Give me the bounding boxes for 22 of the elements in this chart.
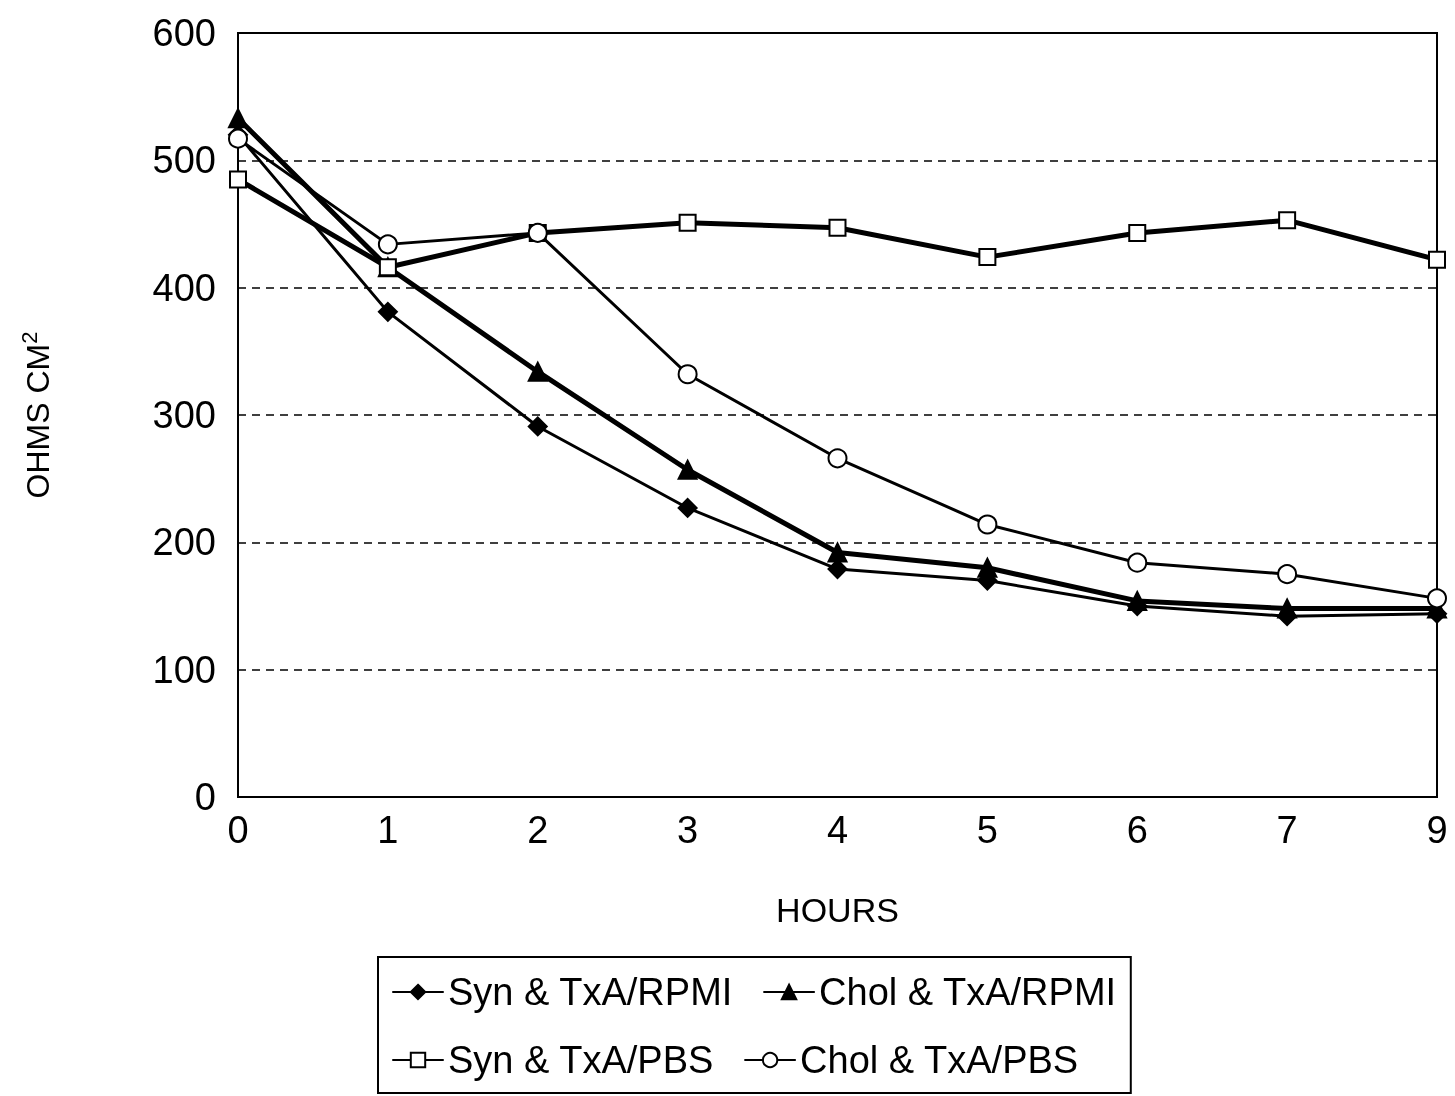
x-axis-title: HOURS xyxy=(776,891,899,929)
y-tick-label: 200 xyxy=(152,521,216,564)
y-tick-label: 100 xyxy=(152,648,216,691)
x-tick-label: 4 xyxy=(826,809,849,851)
y-tick-label: 500 xyxy=(152,139,216,182)
x-tick-label: 2 xyxy=(527,809,549,851)
y-tick-label: 300 xyxy=(152,394,216,436)
x-tick-label: 1 xyxy=(377,809,399,851)
x-tick-label: 3 xyxy=(677,809,699,851)
x-tick-label: 5 xyxy=(976,809,998,851)
x-tick-label: 0 xyxy=(227,809,249,851)
legend-label: Syn & TxA/PBS xyxy=(448,1039,714,1081)
x-tick-label: 7 xyxy=(1276,809,1298,851)
y-tick-label: 0 xyxy=(194,776,216,818)
legend-label: Syn & TxA/RPMI xyxy=(448,971,733,1013)
y-tick-label: 400 xyxy=(152,266,216,309)
x-tick-label: 9 xyxy=(1426,809,1448,851)
y-tick-label: 600 xyxy=(152,12,216,54)
legend-label: Chol & TxA/RPMI xyxy=(819,971,1117,1013)
x-tick-label: 6 xyxy=(1126,809,1148,851)
legend-label: Chol & TxA/PBS xyxy=(800,1039,1079,1081)
y-axis-title: OHMS CM2 xyxy=(16,331,56,499)
